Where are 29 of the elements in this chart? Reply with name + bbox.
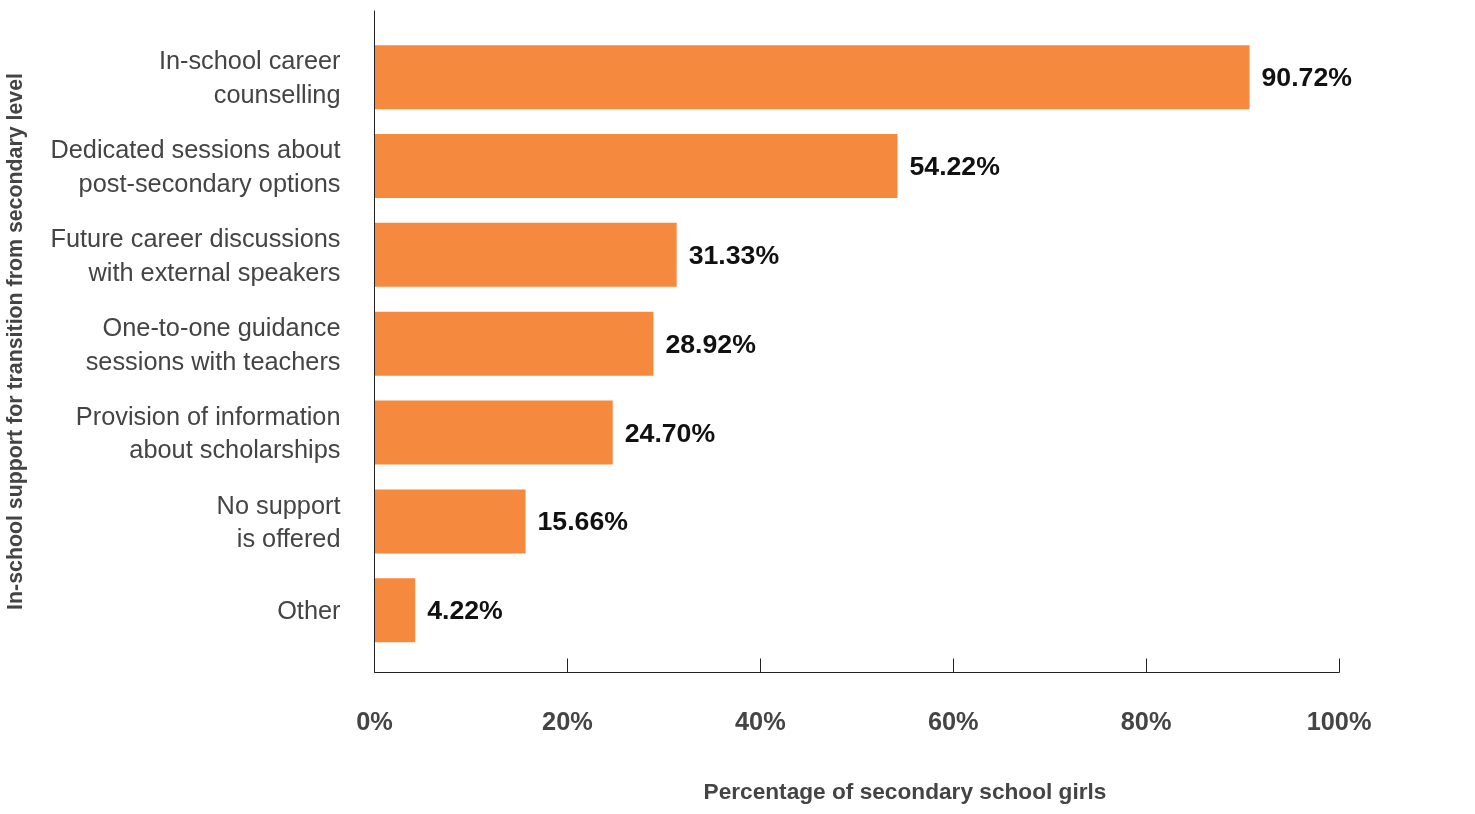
bar: [374, 400, 613, 465]
data-label: 31.33%: [688, 239, 780, 270]
data-label: 90.72%: [1261, 62, 1352, 93]
y-tick-label: One-to-one guidance sessions with teachers: [85, 312, 341, 375]
x-tick-label: 20%: [542, 706, 593, 735]
bar: [374, 578, 416, 643]
data-label: 4.22%: [427, 595, 503, 626]
x-tick-label: 80%: [1120, 706, 1172, 735]
y-tick-label: No support is offered: [216, 490, 341, 553]
bar: [374, 489, 526, 554]
x-axis-title: Percentage of secondary school girls: [703, 777, 1107, 804]
x-tick-label: 60%: [927, 706, 979, 735]
bar: [374, 222, 677, 287]
x-tick-label: 100%: [1306, 706, 1372, 735]
bar: [374, 311, 654, 376]
y-tick-label: Provision of information about scholarships: [75, 401, 341, 464]
data-label: 15.66%: [537, 506, 628, 537]
data-label: 24.70%: [624, 417, 716, 448]
y-tick-label: In-school career counselling: [158, 46, 342, 108]
data-label: 54.22%: [909, 151, 1000, 181]
y-tick-label: Dedicated sessions about post-secondary options: [50, 135, 341, 197]
y-axis-title: In-school support for transition from secondary level: [3, 73, 28, 610]
y-tick-label: Other: [277, 596, 342, 625]
bar: [374, 45, 1250, 110]
data-label: 28.92%: [665, 328, 756, 359]
x-tick-label: 40%: [734, 706, 786, 735]
x-tick-label: 0%: [356, 706, 393, 735]
y-tick-label: Future career discussions with external speakers: [50, 224, 341, 286]
bar: [374, 134, 898, 198]
